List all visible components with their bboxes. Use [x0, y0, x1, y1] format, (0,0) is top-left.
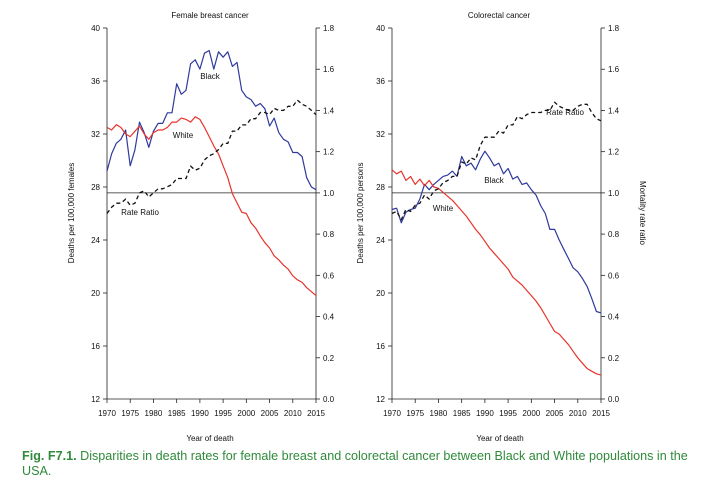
y-tick-label: 32 — [91, 130, 100, 139]
annotation-white-label: White — [433, 204, 454, 213]
x-tick-label: 1975 — [121, 409, 139, 418]
y-tick-label: 20 — [376, 289, 385, 298]
x-tick-label: 1980 — [145, 409, 163, 418]
y2-tick-label: 1.2 — [323, 148, 335, 157]
x-tick-label: 1995 — [499, 409, 517, 418]
series-marks: 12 16 20 24 28 32 36 40 0.0 0.2 0.4 0.6 0.8 1.0 1.2 1.4… — [91, 24, 335, 418]
x-tick-label: 2010 — [284, 409, 302, 418]
y-tick-label: 40 — [376, 24, 385, 33]
annotation-black-label: Black — [484, 176, 505, 185]
series-marks: 12 16 20 24 28 32 36 40 0.0 0.2 0.4 0.6 0.8 1.0 1.2 1.4… — [376, 24, 620, 418]
series-line-white — [106, 116, 317, 297]
y2-tick-label: 1.6 — [323, 65, 335, 74]
x-tick-label: 1995 — [214, 409, 232, 418]
x-tick-label: 2005 — [546, 409, 564, 418]
y2-tick-label: 1.8 — [608, 24, 620, 33]
x-axis-label: Year of death — [476, 434, 523, 443]
annotation-rate-ratio-label: Rate Ratio — [121, 208, 159, 217]
annotation-black-label: Black — [200, 72, 221, 81]
y2-axis-label: Mortality rate ratio — [638, 181, 647, 246]
y2-tick-label: 1.6 — [608, 65, 620, 74]
caption-label: Fig. F7.1. — [22, 449, 77, 463]
y-tick-label: 16 — [376, 342, 385, 351]
y-tick-label: 24 — [376, 236, 385, 245]
x-tick-label: 2015 — [307, 409, 325, 418]
x-tick-label: 1985 — [453, 409, 471, 418]
breast-cancer-panel: Female breast cancer 12 16 20 24 28 32 36 40 0.0… — [67, 11, 335, 443]
y-tick-label: 36 — [91, 77, 100, 86]
y-tick-label: 12 — [91, 395, 100, 404]
figure-caption: Fig. F7.1. Disparities in death rates fo… — [22, 449, 694, 479]
y2-tick-label: 1.4 — [323, 106, 335, 115]
y2-tick-label: 1.4 — [608, 106, 620, 115]
x-axis-label: Year of death — [186, 434, 233, 443]
series-line-black — [391, 150, 602, 314]
x-tick-label: 2015 — [592, 409, 610, 418]
y2-tick-label: 0.6 — [608, 271, 620, 280]
y-tick-label: 32 — [376, 130, 385, 139]
colorectal-cancer-panel: Colorectal cancer 12 16 20 24 28 32 36 40 0.0 0.2… — [356, 11, 647, 443]
y2-tick-label: 0.4 — [323, 313, 335, 322]
x-tick-label: 2000 — [237, 409, 255, 418]
y2-tick-label: 1.0 — [323, 189, 335, 198]
y2-tick-label: 0.8 — [323, 230, 335, 239]
x-tick-label: 1970 — [383, 409, 401, 418]
series-line-rate-ratio — [106, 99, 317, 214]
y2-tick-label: 1.0 — [608, 189, 620, 198]
x-tick-label: 1990 — [191, 409, 209, 418]
y2-tick-label: 0.0 — [608, 395, 620, 404]
x-tick-label: 1985 — [168, 409, 186, 418]
y-tick-label: 12 — [376, 395, 385, 404]
annotation-white-label: White — [173, 131, 194, 140]
y2-tick-label: 0.2 — [323, 354, 335, 363]
series-line-rate-ratio — [391, 101, 602, 221]
x-tick-label: 1970 — [98, 409, 116, 418]
y2-tick-label: 0.6 — [323, 271, 335, 280]
y-tick-label: 40 — [91, 24, 100, 33]
x-tick-label: 1990 — [476, 409, 494, 418]
annotation-rate-ratio-label: Rate Ratio — [546, 108, 584, 117]
series-line-black — [106, 49, 317, 191]
y-tick-label: 24 — [91, 236, 100, 245]
caption-text: Disparities in death rates for female br… — [22, 449, 688, 478]
y-tick-label: 28 — [376, 183, 385, 192]
x-tick-label: 1975 — [406, 409, 424, 418]
y-tick-label: 28 — [91, 183, 100, 192]
x-tick-label: 2000 — [522, 409, 540, 418]
y-axis-label: Deaths per 100,000 females — [67, 163, 76, 264]
y-axis-label: Deaths per 100,000 persons — [356, 163, 365, 264]
x-tick-label: 2010 — [569, 409, 587, 418]
chart-title: Colorectal cancer — [468, 11, 531, 20]
y2-tick-label: 0.8 — [608, 230, 620, 239]
y2-tick-label: 1.8 — [323, 24, 335, 33]
chart-title: Female breast cancer — [171, 11, 249, 20]
y2-tick-label: 0.2 — [608, 354, 620, 363]
x-tick-label: 1980 — [430, 409, 448, 418]
x-tick-label: 2005 — [261, 409, 279, 418]
series-line-white — [391, 169, 602, 376]
y-tick-label: 16 — [91, 342, 100, 351]
y2-tick-label: 1.2 — [608, 148, 620, 157]
y2-tick-label: 0.0 — [323, 395, 335, 404]
y2-tick-label: 0.4 — [608, 313, 620, 322]
y-tick-label: 20 — [91, 289, 100, 298]
y-tick-label: 36 — [376, 77, 385, 86]
